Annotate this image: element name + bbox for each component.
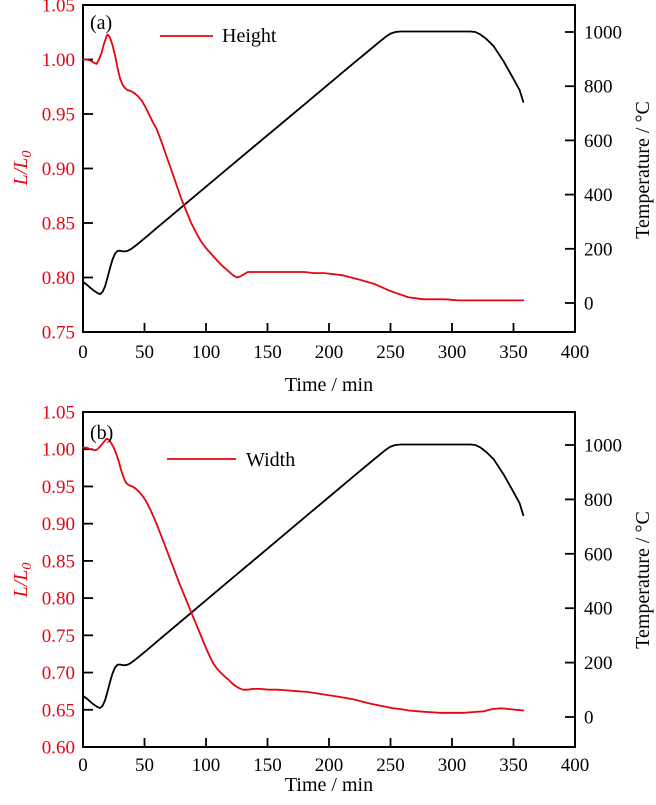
x-tick-label: 400: [561, 342, 590, 363]
x-tick-label: 400: [561, 755, 590, 776]
left-tick-label: 1.05: [42, 0, 75, 17]
plot-frame: [82, 4, 576, 333]
x-tick-label: 150: [253, 342, 282, 363]
x-tick-label: 100: [192, 755, 221, 776]
panel-letter: (b): [90, 422, 113, 444]
right-axis-title: Temperature / °C: [632, 101, 654, 239]
left-tick-label: 0.90: [42, 514, 75, 535]
left-tick-label: 0.95: [42, 477, 75, 498]
left-axis-title: L/L0: [10, 563, 35, 599]
x-tick-label: 300: [438, 342, 467, 363]
left-tick-label: 0.95: [42, 105, 75, 126]
right-tick-label: 200: [584, 653, 613, 674]
width-curve: [82, 437, 525, 714]
x-tick-label: 50: [135, 755, 154, 776]
temperature-curve: [82, 443, 525, 709]
right-tick-label: 0: [584, 294, 594, 315]
right-tick-label: 600: [584, 544, 613, 565]
left-tick-label: 0.85: [42, 551, 75, 572]
right-tick-label: 200: [584, 239, 613, 260]
x-tick-label: 50: [135, 342, 154, 363]
x-tick-label: 350: [499, 342, 528, 363]
panel-letter: (a): [90, 12, 112, 34]
left-tick-label: 0.80: [42, 268, 75, 289]
right-tick-label: 600: [584, 131, 613, 152]
x-axis-title: Time / min: [285, 374, 373, 396]
right-tick-label: 800: [584, 490, 613, 511]
x-tick-label: 200: [315, 755, 344, 776]
legend-label: Height: [222, 25, 277, 47]
right-tick-label: 400: [584, 599, 613, 620]
left-tick-label: 0.85: [42, 214, 75, 235]
height-curve: [82, 33, 525, 302]
x-tick-label: 100: [192, 342, 221, 363]
x-axis-title: Time / min: [285, 774, 373, 796]
right-tick-label: 1000: [584, 23, 622, 44]
right-tick-label: 1000: [584, 436, 622, 457]
left-tick-label: 1.00: [42, 50, 75, 71]
left-axis-title: L/L0: [10, 151, 35, 187]
panel-b: 0 50 100 150 200 250 300 350 400 0.60 0.65 0.70 0.75…: [10, 403, 654, 797]
left-tick-label: 0.75: [42, 626, 75, 647]
right-axis-title: Temperature / °C: [632, 511, 654, 649]
right-tick-label: 0: [584, 708, 594, 729]
panel-a: 0 50 100 150 200 250 300 350 400 0.75 0.80 0.85 0.90…: [10, 0, 654, 396]
temperature-curve: [82, 30, 525, 296]
x-tick-label: 350: [499, 755, 528, 776]
left-tick-label: 0.60: [42, 738, 75, 759]
right-tick-label: 400: [584, 185, 613, 206]
left-tick-label: 0.90: [42, 159, 75, 180]
left-tick-label: 0.65: [42, 700, 75, 721]
x-tick-label: 250: [376, 342, 405, 363]
right-tick-label: 800: [584, 77, 613, 98]
x-tick-label: 150: [253, 755, 282, 776]
left-tick-label: 0.75: [42, 323, 75, 344]
left-tick-label: 0.70: [42, 663, 75, 684]
x-tick-label: 300: [438, 755, 467, 776]
legend-label: Width: [246, 449, 295, 471]
x-tick-label: 0: [78, 342, 88, 363]
plot-frame: [82, 411, 576, 748]
left-tick-label: 1.00: [42, 440, 75, 461]
x-tick-label: 200: [315, 342, 344, 363]
left-tick-label: 1.05: [42, 403, 75, 424]
left-tick-label: 0.80: [42, 589, 75, 610]
x-tick-label: 250: [376, 755, 405, 776]
x-tick-label: 0: [78, 755, 88, 776]
